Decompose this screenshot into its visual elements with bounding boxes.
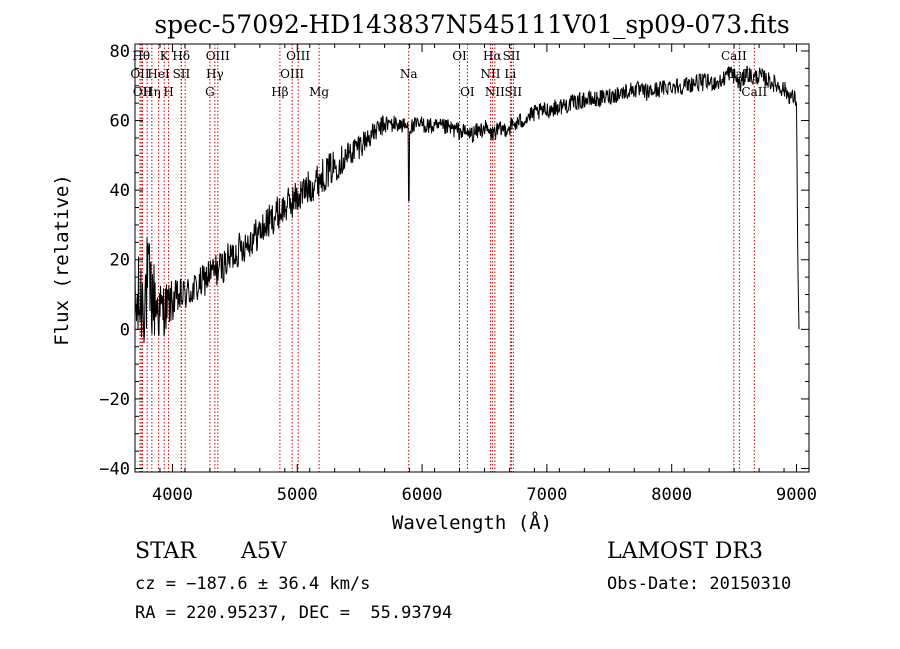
x-axis: 4000 5000 6000 7000 8000 9000 — [134, 44, 817, 505]
marker-label: Hδ — [172, 49, 190, 63]
y-tick-label: −40 — [99, 460, 130, 480]
x-tick-label: 9000 — [776, 485, 817, 505]
marker-label: Hβ — [271, 85, 288, 99]
x-tick-label: 8000 — [651, 485, 692, 505]
marker-label: OII — [130, 67, 150, 81]
marker-label: CaII — [741, 85, 767, 99]
emission-line-markers — [139, 44, 755, 472]
x-axis-label: Wavelength (Å) — [392, 511, 552, 534]
observation-date: Obs-Date: 20150310 — [607, 574, 792, 594]
redshift-cz: cz = −187.6 ± 36.4 km/s — [135, 574, 371, 594]
marker-label: CaII — [721, 49, 747, 63]
y-tick-label: −20 — [99, 390, 130, 410]
y-tick-label: 20 — [110, 251, 130, 271]
marker-label: OIII — [206, 49, 230, 63]
plot-frame — [134, 43, 810, 473]
marker-label: NII — [480, 67, 500, 81]
marker-label: SII — [173, 67, 191, 81]
marker-label: Mg — [309, 85, 329, 99]
object-subclass: A5V — [241, 539, 287, 564]
marker-label: Na — [400, 67, 418, 81]
x-tick-label: 6000 — [402, 485, 443, 505]
marker-label: OIII — [286, 49, 310, 63]
y-tick-label: 40 — [110, 181, 130, 201]
emission-line-labels: HθOIIOIIHηHeIKHHδSIIGHγOIIIHβOIIIOIIIMgN… — [130, 49, 767, 99]
marker-label: OII — [133, 85, 153, 99]
marker-label: NII — [485, 85, 505, 99]
x-tick-label: 4000 — [152, 485, 193, 505]
ra-dec-coordinates: RA = 220.95237, DEC = 55.93794 — [135, 603, 453, 623]
y-axis: −40 −20 0 20 40 60 80 — [99, 42, 809, 480]
chart-title: spec-57092-HD143837N545111V01_sp09-073.f… — [154, 10, 789, 39]
survey-name: LAMOST DR3 — [607, 539, 763, 564]
spectrum-series-line — [134, 65, 800, 343]
object-class: STAR — [135, 539, 196, 564]
marker-label: OI — [452, 49, 467, 63]
marker-label: Hα — [483, 49, 502, 63]
marker-label: CaII — [726, 67, 752, 81]
marker-label: SII — [504, 85, 522, 99]
marker-label: Li — [504, 67, 516, 81]
marker-label: H — [163, 85, 173, 99]
marker-label: OIII — [280, 67, 304, 81]
y-tick-label: 0 — [120, 320, 130, 340]
marker-label: Hη — [143, 85, 161, 99]
marker-label: Hγ — [206, 67, 224, 81]
y-axis-label: Flux (relative) — [51, 174, 73, 346]
x-tick-label: 7000 — [526, 485, 567, 505]
y-tick-label: 60 — [110, 112, 130, 132]
y-tick-label: 80 — [110, 42, 130, 62]
marker-label: HeI — [147, 67, 170, 81]
x-tick-label: 5000 — [277, 485, 318, 505]
marker-label: Hθ — [132, 49, 150, 63]
marker-label: SII — [503, 49, 521, 63]
marker-label: K — [160, 49, 170, 63]
marker-label: OI — [460, 85, 475, 99]
marker-label: G — [205, 85, 215, 99]
